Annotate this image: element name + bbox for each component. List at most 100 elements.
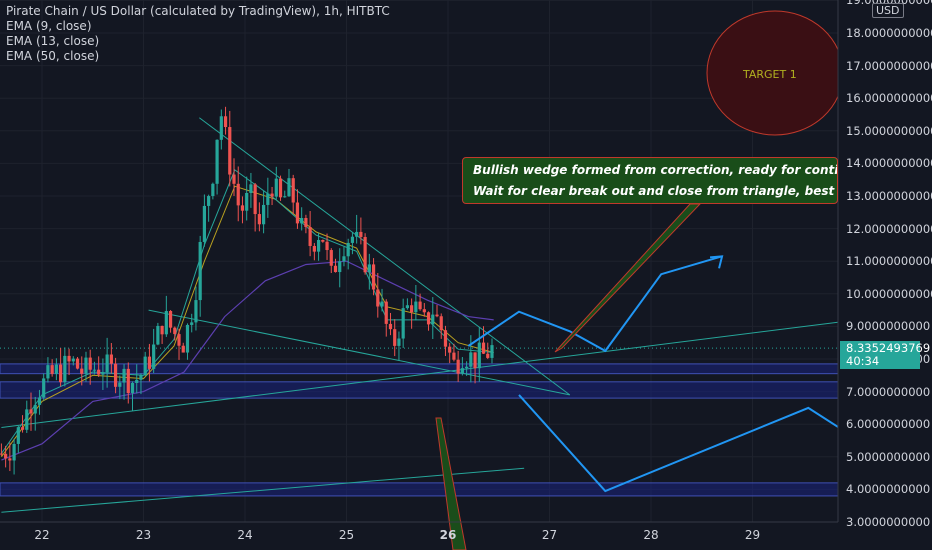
candle-body bbox=[448, 346, 452, 353]
candle-body bbox=[490, 345, 494, 358]
candle-body bbox=[477, 342, 481, 369]
candle-body bbox=[245, 193, 249, 211]
candle-body bbox=[460, 368, 464, 374]
bullish-projection bbox=[467, 255, 723, 353]
time-tick-label: 29 bbox=[744, 528, 761, 542]
candle-body bbox=[42, 378, 46, 398]
price-tick-label: 5.0000000000 bbox=[846, 449, 931, 464]
candle-body bbox=[380, 301, 384, 307]
price-tick-label: 9.0000000000 bbox=[846, 319, 931, 334]
candle-body bbox=[33, 404, 37, 414]
candle-body bbox=[135, 379, 139, 384]
candle-body bbox=[59, 364, 63, 383]
ema-9-line bbox=[0, 169, 494, 454]
candle-body bbox=[181, 345, 185, 353]
candle-body bbox=[469, 352, 473, 367]
candle-body bbox=[88, 357, 92, 370]
bearish-projection bbox=[518, 394, 845, 493]
candle-body bbox=[401, 308, 405, 339]
time-tick-label: 27 bbox=[541, 528, 558, 542]
candle-body bbox=[80, 368, 84, 374]
candle-body bbox=[185, 324, 190, 353]
candle-body bbox=[223, 116, 228, 128]
candle-body bbox=[426, 312, 431, 325]
arrow-shapes bbox=[435, 203, 702, 550]
candle-body bbox=[321, 239, 325, 242]
candle-body bbox=[308, 227, 312, 246]
time-tick-label: 22 bbox=[34, 528, 50, 542]
candle-body bbox=[54, 364, 58, 374]
candle-body bbox=[219, 116, 223, 140]
projection-paths bbox=[467, 255, 845, 493]
time-tick-label: 26 bbox=[439, 528, 457, 542]
candle-body bbox=[25, 409, 29, 430]
support-zones bbox=[0, 363, 839, 497]
candle-body bbox=[63, 355, 67, 383]
candle-body bbox=[156, 325, 160, 345]
candle-body bbox=[266, 193, 270, 205]
candle-body bbox=[177, 334, 181, 346]
candle-body bbox=[84, 357, 88, 374]
ema-13-label[interactable]: EMA (13, close) bbox=[6, 34, 100, 48]
candle-body bbox=[207, 196, 211, 206]
candle-body bbox=[37, 397, 42, 405]
support-zone bbox=[0, 482, 839, 497]
ema-9-label[interactable]: EMA (9, close) bbox=[6, 19, 92, 33]
candle-body bbox=[109, 354, 113, 364]
chart-grid bbox=[0, 0, 838, 523]
candle-body bbox=[481, 342, 486, 354]
candle-body bbox=[355, 231, 359, 237]
candle-body bbox=[67, 355, 71, 362]
candle-body bbox=[130, 383, 135, 394]
candle-body bbox=[333, 265, 338, 273]
candle-body bbox=[393, 329, 397, 346]
candle-body bbox=[190, 322, 194, 325]
candle-body bbox=[300, 217, 304, 224]
chart-legend: Pirate Chain / US Dollar (calculated by … bbox=[6, 4, 390, 64]
currency-badge[interactable]: USD bbox=[872, 3, 904, 18]
candle-body bbox=[410, 305, 414, 313]
ema-50-label[interactable]: EMA (50, close) bbox=[6, 49, 100, 63]
candle-body bbox=[164, 310, 168, 335]
annotation-box[interactable]: Bullish wedge formed from correction, re… bbox=[462, 157, 838, 204]
candle-body bbox=[287, 178, 291, 197]
candle-body bbox=[274, 178, 278, 197]
candle-body bbox=[4, 453, 8, 459]
candle-body bbox=[456, 359, 460, 374]
candle-body bbox=[8, 458, 12, 461]
target-label: TARGET 1 bbox=[743, 68, 797, 81]
price-tick-label: 3.0000000000 bbox=[846, 515, 931, 529]
candle-body bbox=[139, 375, 143, 380]
candle-body bbox=[346, 242, 350, 257]
candle-body bbox=[198, 241, 202, 301]
price-axis bbox=[838, 0, 932, 550]
candle-body bbox=[283, 196, 287, 198]
rising-support-line bbox=[1, 321, 844, 428]
candle-body bbox=[363, 236, 367, 273]
last-price-value: 8.3352493769 bbox=[846, 341, 931, 355]
ema-lines bbox=[0, 169, 494, 461]
price-tick-label: 18.0000000000 bbox=[846, 26, 932, 40]
callout-pointer bbox=[554, 203, 702, 353]
candle-body bbox=[388, 323, 393, 330]
candle-body bbox=[211, 183, 215, 197]
candle-body bbox=[122, 368, 126, 383]
candle-body bbox=[50, 365, 54, 374]
support-zone bbox=[0, 381, 839, 399]
candle-body bbox=[240, 205, 245, 211]
candle-body bbox=[232, 174, 236, 184]
candle-body bbox=[147, 356, 152, 369]
candle-body bbox=[16, 427, 20, 444]
candle-body bbox=[194, 300, 198, 323]
candle-body bbox=[46, 365, 50, 379]
candle-body bbox=[325, 241, 329, 251]
price-tick-label: 11.0000000000 bbox=[846, 254, 932, 269]
price-tick-label: 6.0000000000 bbox=[846, 417, 931, 432]
candle-body bbox=[405, 305, 409, 309]
price-tick-label: 13.0000000000 bbox=[846, 189, 932, 203]
annotation-line-2: Wait for clear break out and close from … bbox=[473, 184, 838, 198]
projection-arrowhead bbox=[709, 255, 724, 269]
price-tick-label: 15.0000000000 bbox=[846, 123, 932, 138]
candle-body bbox=[473, 352, 477, 369]
